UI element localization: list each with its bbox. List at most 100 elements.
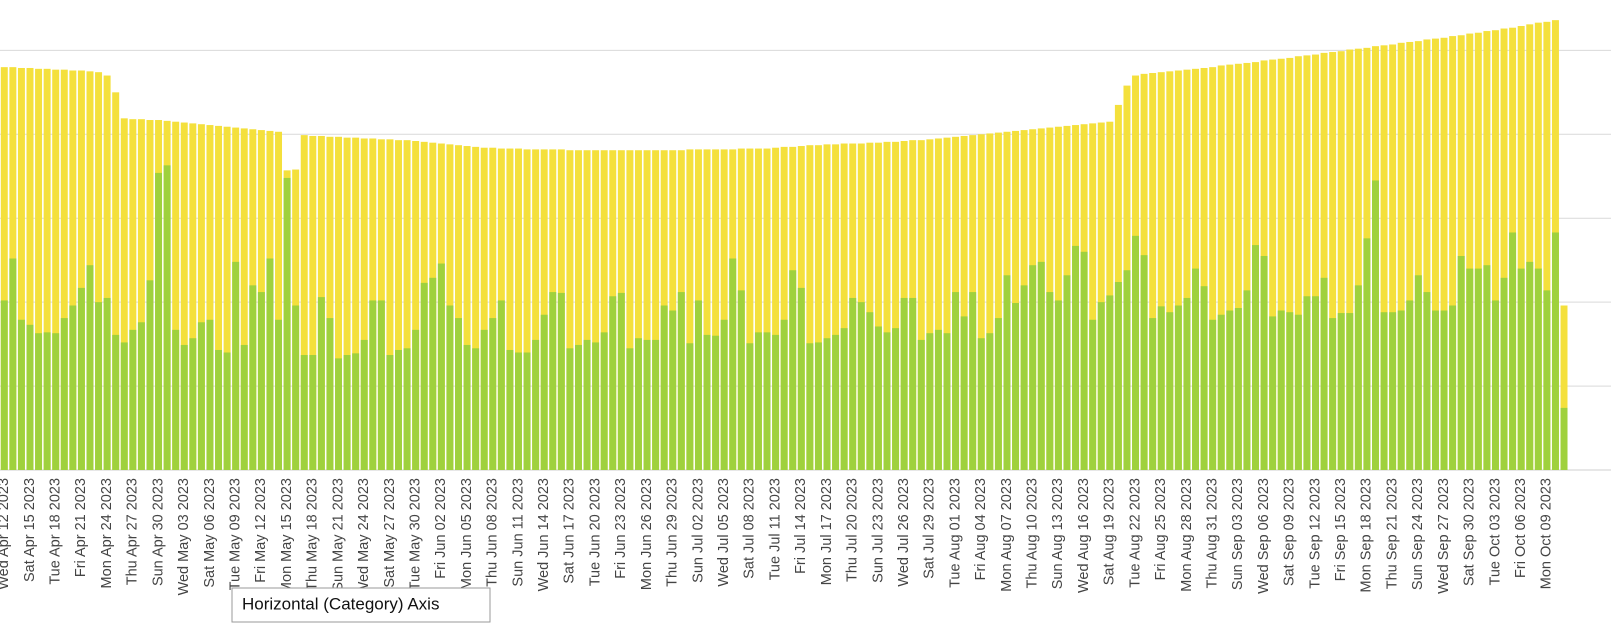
- bar: [1294, 314, 1302, 470]
- bar: [420, 282, 428, 470]
- bar: [223, 126, 231, 470]
- bar: [206, 319, 214, 470]
- bar: [737, 290, 745, 470]
- bar: [1174, 70, 1182, 470]
- x-tick-label: Thu Jul 20 2023: [845, 478, 861, 582]
- bar: [463, 344, 471, 470]
- bar: [395, 349, 402, 470]
- x-tick-label: Tue Sep 12 2023: [1307, 478, 1323, 589]
- x-tick-label: Sun May 21 2023: [330, 478, 346, 592]
- bar: [1080, 251, 1088, 470]
- bar: [223, 352, 231, 470]
- x-tick-label: Wed Sep 06 2023: [1256, 478, 1272, 594]
- bar: [1234, 308, 1242, 470]
- bar: [1174, 305, 1182, 470]
- x-tick-label: Fri Oct 06 2023: [1513, 478, 1529, 578]
- bar: [1260, 255, 1268, 470]
- bar: [952, 292, 960, 470]
- bar: [934, 138, 942, 470]
- bar: [600, 332, 608, 470]
- bar: [789, 270, 797, 470]
- x-tick-label: Tue Apr 18 2023: [48, 478, 64, 585]
- bar: [1003, 275, 1011, 470]
- x-tick-label: Fri Apr 21 2023: [73, 478, 89, 577]
- tooltip: Horizontal (Category) Axis: [231, 587, 491, 623]
- bar: [1209, 67, 1217, 471]
- bar: [1192, 268, 1199, 470]
- bar: [1551, 232, 1559, 470]
- bar: [335, 136, 342, 470]
- bar: [163, 165, 171, 470]
- x-tick-label: Mon May 15 2023: [279, 478, 295, 594]
- x-tick-label: Sat Jun 17 2023: [562, 478, 578, 584]
- bar: [763, 148, 771, 470]
- bar: [1354, 48, 1362, 471]
- bar: [780, 319, 788, 470]
- bar: [43, 332, 51, 470]
- bar: [1200, 286, 1208, 470]
- bar: [1329, 52, 1337, 471]
- bar: [1226, 64, 1234, 470]
- bar: [1372, 180, 1379, 471]
- bar: [874, 326, 882, 470]
- x-tick-label: Wed Apr 12 2023: [0, 478, 12, 590]
- bar: [994, 318, 1002, 470]
- bar: [1414, 41, 1422, 470]
- bar: [1046, 292, 1054, 470]
- bar: [480, 147, 488, 470]
- bar: [1397, 42, 1405, 471]
- bar: [35, 333, 43, 470]
- x-tick-label: Sat Jul 08 2023: [742, 478, 758, 579]
- bar: [994, 132, 1002, 470]
- bar: [883, 141, 891, 470]
- bar: [686, 343, 694, 470]
- bar: [317, 297, 325, 470]
- bar: [1526, 261, 1534, 470]
- bar: [934, 329, 942, 470]
- bar: [986, 133, 994, 471]
- bar: [1320, 52, 1328, 470]
- bar: [1346, 49, 1354, 471]
- x-tick-label: Tue Jun 20 2023: [587, 478, 603, 586]
- bar: [746, 148, 754, 470]
- bar: [694, 300, 702, 470]
- bar: [1312, 296, 1319, 470]
- bar: [557, 292, 565, 470]
- bar: [1157, 306, 1165, 470]
- bar: [86, 265, 94, 470]
- bar: [35, 68, 43, 471]
- bar: [849, 297, 857, 470]
- bar: [129, 119, 137, 470]
- bar: [1277, 58, 1285, 470]
- bar: [823, 338, 831, 470]
- bar: [746, 343, 754, 470]
- bar: [1526, 24, 1534, 470]
- bar: [1466, 268, 1474, 470]
- bar: [309, 135, 317, 470]
- bar: [1449, 36, 1457, 470]
- bar: [480, 329, 488, 470]
- bar: [343, 137, 351, 470]
- bar: [1491, 30, 1499, 470]
- bar: [892, 328, 900, 470]
- bar: [1312, 54, 1319, 471]
- x-tick-label: Wed Jul 26 2023: [896, 478, 912, 587]
- bar: [1269, 316, 1277, 470]
- bar: [754, 148, 762, 470]
- bar: [943, 137, 951, 470]
- bar: [352, 137, 360, 470]
- bar: [917, 140, 925, 471]
- bar: [463, 146, 471, 471]
- bar: [1123, 270, 1131, 470]
- bar: [112, 334, 120, 470]
- bar: [386, 139, 394, 471]
- bar: [1457, 255, 1465, 470]
- x-tick-label: Fri Sep 15 2023: [1333, 478, 1349, 581]
- bar: [300, 135, 308, 470]
- bar: [403, 348, 411, 470]
- x-tick-label: Thu Jun 29 2023: [665, 478, 681, 587]
- bar: [832, 144, 840, 470]
- bar: [1440, 310, 1448, 470]
- bar: [429, 277, 437, 470]
- x-tick-label: Mon Jun 05 2023: [459, 478, 475, 590]
